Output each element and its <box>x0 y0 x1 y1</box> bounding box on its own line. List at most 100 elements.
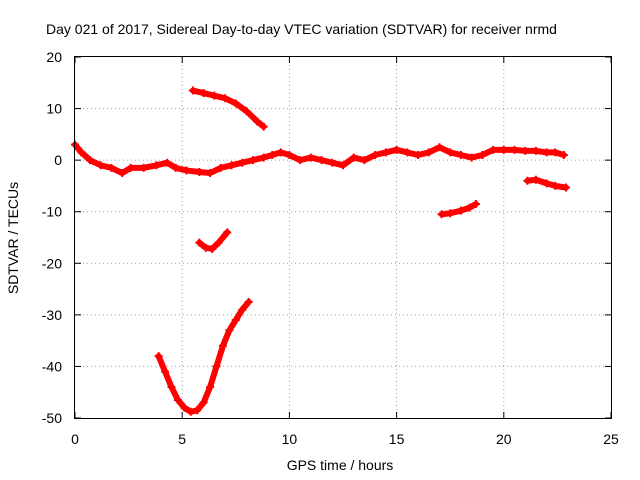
data-point <box>437 210 446 219</box>
data-point <box>126 163 135 172</box>
data-point <box>489 145 498 154</box>
data-point <box>268 150 277 159</box>
data-point <box>521 146 530 155</box>
data-point <box>182 166 191 175</box>
y-tick-label: -30 <box>42 307 62 323</box>
y-tick-label: -40 <box>42 358 62 374</box>
data-point <box>206 383 215 392</box>
data-point <box>559 150 568 159</box>
data-point <box>523 176 532 185</box>
data-point <box>171 163 180 172</box>
data-point <box>188 86 197 95</box>
data-point <box>531 175 540 184</box>
data-point <box>392 145 401 154</box>
data-point <box>244 297 253 306</box>
data-point <box>424 148 433 157</box>
y-tick-label: -20 <box>42 255 62 271</box>
data-point <box>414 150 423 159</box>
data-point <box>238 305 247 314</box>
y-tick-label: -10 <box>42 204 62 220</box>
series-arc-mid <box>196 229 231 252</box>
data-point <box>199 89 208 98</box>
x-tick-label: 25 <box>603 431 619 447</box>
x-tick-label: 10 <box>282 431 298 447</box>
y-axis-label: SDTVAR / TECUs <box>5 182 21 294</box>
data-point <box>218 341 227 350</box>
data-point <box>223 228 232 237</box>
data-point <box>551 148 560 157</box>
x-tick-label: 0 <box>71 431 79 447</box>
data-point <box>216 163 225 172</box>
data-point <box>259 153 268 162</box>
data-point <box>456 206 465 215</box>
plot-frame <box>74 56 612 419</box>
data-point <box>221 94 230 103</box>
x-tick-label: 20 <box>496 431 512 447</box>
data-point <box>231 316 240 325</box>
data-point <box>206 169 215 178</box>
x-tick-label: 5 <box>178 431 186 447</box>
data-point <box>471 199 480 208</box>
data-point <box>96 161 105 170</box>
axis-ticks: 0 5 10 15 20 25 -50 -40 -30 -20 -10 0 10 20 <box>42 49 619 447</box>
data-point <box>210 91 219 100</box>
data-point <box>199 398 208 407</box>
y-tick-label: 10 <box>46 101 62 117</box>
data-point <box>118 169 127 178</box>
data-point <box>317 156 326 165</box>
data-point <box>248 156 257 165</box>
data-point <box>531 146 540 155</box>
data-point <box>193 406 202 415</box>
data-point <box>253 117 262 126</box>
data-point <box>349 153 358 162</box>
data-point <box>227 161 236 170</box>
data-point <box>214 238 223 247</box>
data-point <box>161 367 170 376</box>
data-marks <box>71 86 570 416</box>
data-point <box>499 145 508 154</box>
data-point <box>296 156 305 165</box>
data-point <box>259 122 268 131</box>
data-point <box>154 352 163 361</box>
data-point <box>212 362 221 371</box>
data-point <box>180 403 189 412</box>
chart-title: Day 021 of 2017, Sidereal Day-to-day VTE… <box>46 21 557 37</box>
data-point <box>435 143 444 152</box>
data-point <box>139 163 148 172</box>
data-point <box>306 153 315 162</box>
data-point <box>446 148 455 157</box>
data-point <box>510 145 519 154</box>
data-point <box>371 150 380 159</box>
grid-lines <box>75 57 611 418</box>
y-tick-label: -50 <box>42 410 62 426</box>
data-point <box>201 243 210 252</box>
data-point <box>163 158 172 167</box>
data-point <box>446 209 455 218</box>
data-point <box>152 161 161 170</box>
data-point <box>242 107 251 116</box>
data-point <box>107 163 116 172</box>
data-point <box>551 181 560 190</box>
data-point <box>561 183 570 192</box>
data-point <box>225 326 234 335</box>
data-point <box>86 156 95 165</box>
y-tick-label: 0 <box>54 152 62 168</box>
data-point <box>381 148 390 157</box>
data-point <box>328 158 337 167</box>
data-point <box>167 383 176 392</box>
data-point <box>467 153 476 162</box>
data-point <box>195 238 204 247</box>
data-point <box>542 148 551 157</box>
data-point <box>186 407 195 416</box>
data-point <box>208 244 217 253</box>
data-point <box>542 179 551 188</box>
data-point <box>77 148 86 157</box>
data-point <box>173 395 182 404</box>
data-point <box>456 150 465 159</box>
data-point <box>238 158 247 167</box>
data-point <box>403 148 412 157</box>
data-point <box>360 156 369 165</box>
data-point <box>285 150 294 159</box>
data-point <box>231 99 240 108</box>
